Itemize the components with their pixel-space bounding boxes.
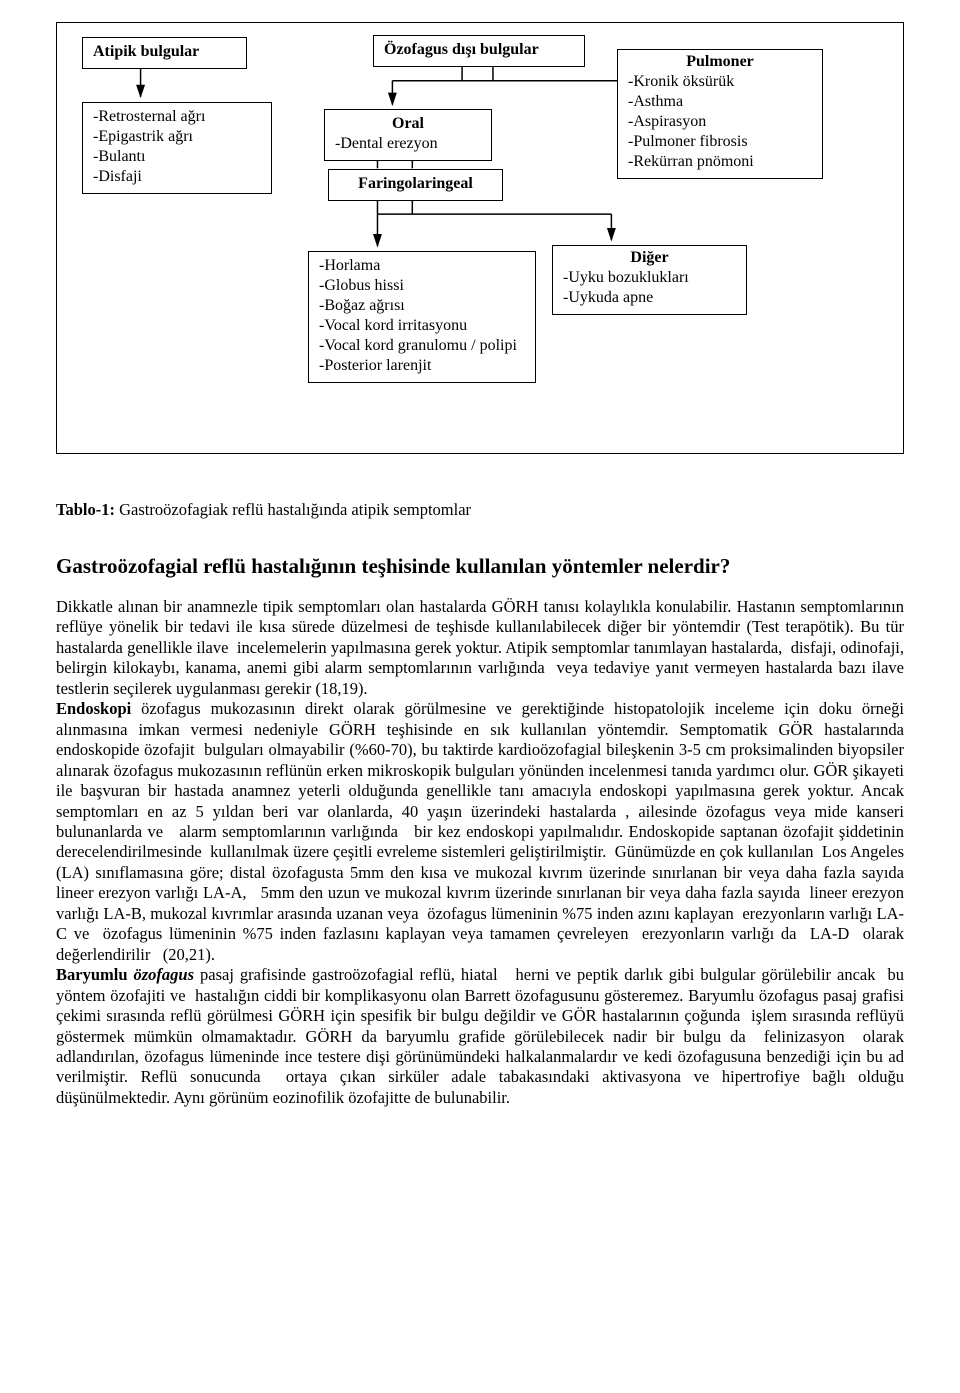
atipik-title: Atipik bulgular (93, 43, 199, 60)
oral-title: Oral (392, 115, 424, 132)
atipik-item: -Retrosternal ağrı (93, 107, 261, 127)
faringo-item: -Posterior larenjit (319, 356, 525, 376)
box-faringo-title: Faringolaringeal (328, 169, 503, 201)
para3-em: özofagus (134, 965, 195, 984)
diagram-frame: Atipik bulgular -Retrosternal ağrı -Epig… (56, 22, 904, 454)
para1: Dikkatle alınan bir anamnezle tipik semp… (56, 597, 912, 698)
box-faringo-items: -Horlama -Globus hissi -Boğaz ağrısı -Vo… (308, 251, 536, 383)
page: Atipik bulgular -Retrosternal ağrı -Epig… (0, 0, 960, 1148)
diger-item: -Uyku bozuklukları (563, 268, 736, 288)
atipik-item: -Bulantı (93, 147, 261, 167)
para2-lead: Endoskopi (56, 699, 131, 718)
body-text: Dikkatle alınan bir anamnezle tipik semp… (56, 597, 904, 1108)
atipik-item: -Epigastrik ağrı (93, 127, 261, 147)
para2-rest: özofagus mukozasının direkt olarak görül… (56, 699, 916, 963)
faringo-item: -Globus hissi (319, 276, 525, 296)
section-heading: Gastroözofagial reflü hastalığının teşhi… (56, 554, 904, 579)
caption-label: Tablo-1: (56, 500, 115, 519)
pulmoner-item: -Pulmoner fibrosis (628, 132, 812, 152)
pulmoner-item: -Kronik öksürük (628, 72, 812, 92)
diger-item: -Uykuda apne (563, 288, 736, 308)
faringo-item: -Horlama (319, 256, 525, 276)
faringo-title: Faringolaringeal (358, 175, 473, 192)
atipik-item: -Disfaji (93, 167, 261, 187)
box-oral: Oral -Dental erezyon (324, 109, 492, 161)
diger-title: Diğer (630, 249, 668, 266)
box-diger: Diğer -Uyku bozuklukları -Uykuda apne (552, 245, 747, 315)
faringo-item: -Vocal kord granulomu / polipi (319, 336, 525, 356)
faringo-item: -Vocal kord irritasyonu (319, 316, 525, 336)
caption-text: Gastroözofagiak reflü hastalığında atipi… (115, 500, 471, 519)
box-pulmoner: Pulmoner -Kronik öksürük -Asthma -Aspira… (617, 49, 823, 179)
pulmoner-item: -Aspirasyon (628, 112, 812, 132)
pulmoner-title: Pulmoner (686, 53, 754, 70)
faringo-item: -Boğaz ağrısı (319, 296, 525, 316)
pulmoner-item: -Asthma (628, 92, 812, 112)
box-atipik-items: -Retrosternal ağrı -Epigastrik ağrı -Bul… (82, 102, 272, 194)
table-caption: Tablo-1: Gastroözofagiak reflü hastalığı… (56, 500, 904, 520)
ozofagus-disi-title: Özofagus dışı bulgular (384, 41, 539, 58)
box-ozofagus-disi: Özofagus dışı bulgular (373, 35, 585, 67)
para3-lead: Baryumlu (56, 965, 134, 984)
para3-rest: pasaj grafisinde gastroözofagial reflü, … (56, 965, 908, 1107)
oral-item: -Dental erezyon (335, 134, 481, 154)
pulmoner-item: -Rekürran pnömoni (628, 152, 812, 172)
box-atipik-title: Atipik bulgular (82, 37, 247, 69)
